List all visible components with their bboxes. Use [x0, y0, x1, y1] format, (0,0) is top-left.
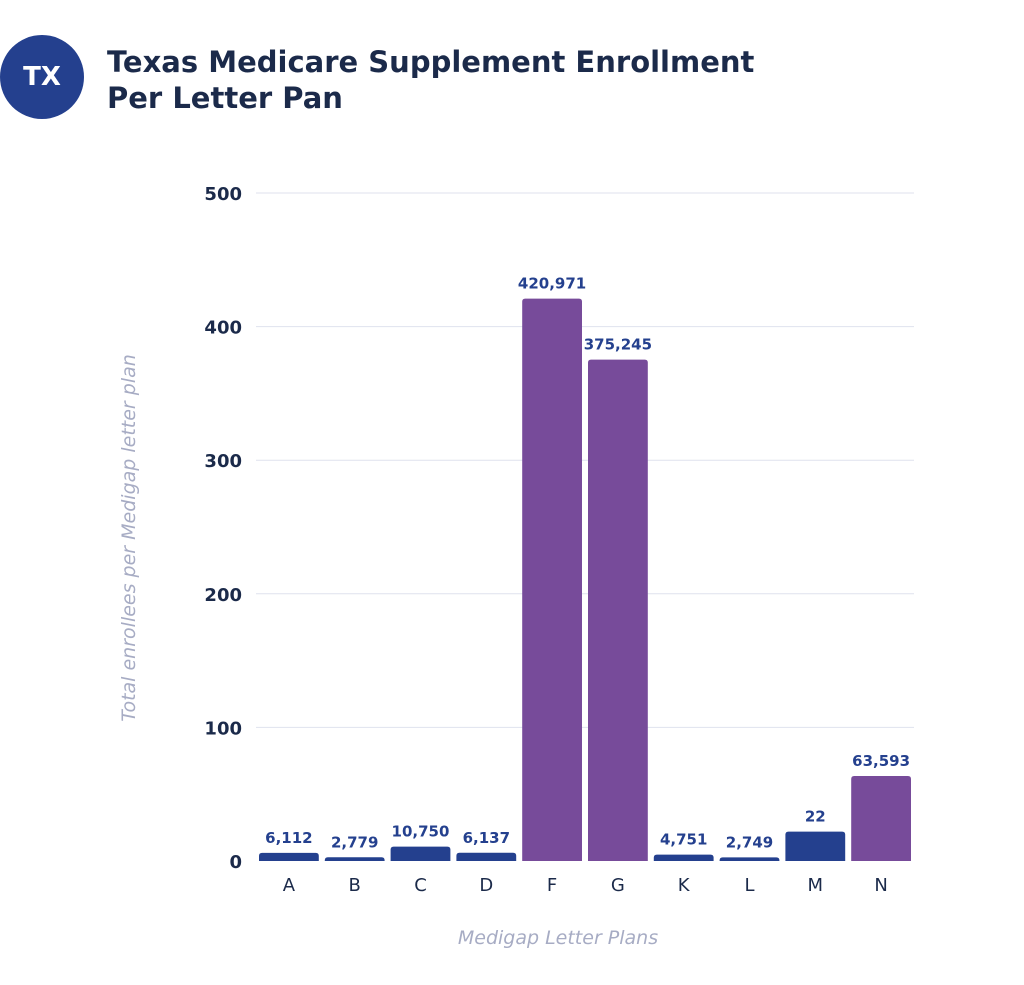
data-label-b: 2,779 [331, 833, 378, 851]
bar-b [324, 857, 385, 861]
x-tick-label-k: K [678, 875, 691, 896]
y-tick-label-100: 100 [204, 718, 242, 739]
chart-title: Texas Medicare Supplement Enrollment Per… [107, 44, 867, 116]
data-label-d: 6,137 [463, 829, 510, 847]
x-tick-label-b: B [349, 875, 361, 896]
data-labels: 6,112 2,779 10,750 6,137 420,971 375,245 4,751… [265, 275, 910, 852]
x-tick-label-c: C [414, 875, 427, 896]
data-label-m: 22 [805, 808, 826, 826]
x-tick-label-n: N [874, 875, 887, 896]
gridlines [256, 192, 914, 728]
chart-title-line-2: Per Letter Pan [107, 81, 343, 115]
y-axis-label: Total enrollees per Medigap letter plan [118, 354, 140, 722]
bar-a [259, 852, 319, 861]
x-axis-label: Medigap Letter Plans [458, 927, 658, 949]
bars [259, 298, 911, 861]
bar-l [719, 857, 780, 861]
state-badge: TX [0, 35, 84, 119]
x-tick-label-m: M [808, 875, 824, 896]
data-label-f: 420,971 [518, 275, 586, 293]
data-label-g: 375,245 [584, 336, 652, 354]
bar-f [522, 298, 582, 861]
data-label-a: 6,112 [265, 829, 312, 847]
x-tick-label-d: D [479, 875, 493, 896]
y-axis-ticks: 0 100 200 300 400 500 [204, 184, 242, 873]
bar-k [653, 854, 714, 861]
y-tick-label-200: 200 [204, 585, 242, 606]
bar-n [851, 776, 911, 861]
bar-c [390, 846, 451, 861]
y-tick-label-400: 400 [204, 318, 242, 339]
data-label-l: 2,749 [726, 833, 773, 851]
data-label-c: 10,750 [392, 823, 450, 841]
y-tick-label-500: 500 [204, 184, 242, 205]
x-tick-label-a: A [283, 875, 296, 896]
data-label-k: 4,751 [660, 831, 707, 849]
x-tick-label-g: G [611, 875, 625, 896]
chart-title-line-1: Texas Medicare Supplement Enrollment [107, 45, 755, 79]
y-tick-label-0: 0 [229, 852, 242, 873]
data-label-n: 63,593 [852, 752, 910, 770]
bar-g [588, 359, 648, 861]
bar-d [456, 852, 517, 861]
x-tick-label-f: F [547, 875, 557, 896]
y-tick-label-300: 300 [204, 451, 242, 472]
bar-m [785, 831, 846, 861]
x-tick-label-l: L [744, 875, 754, 896]
